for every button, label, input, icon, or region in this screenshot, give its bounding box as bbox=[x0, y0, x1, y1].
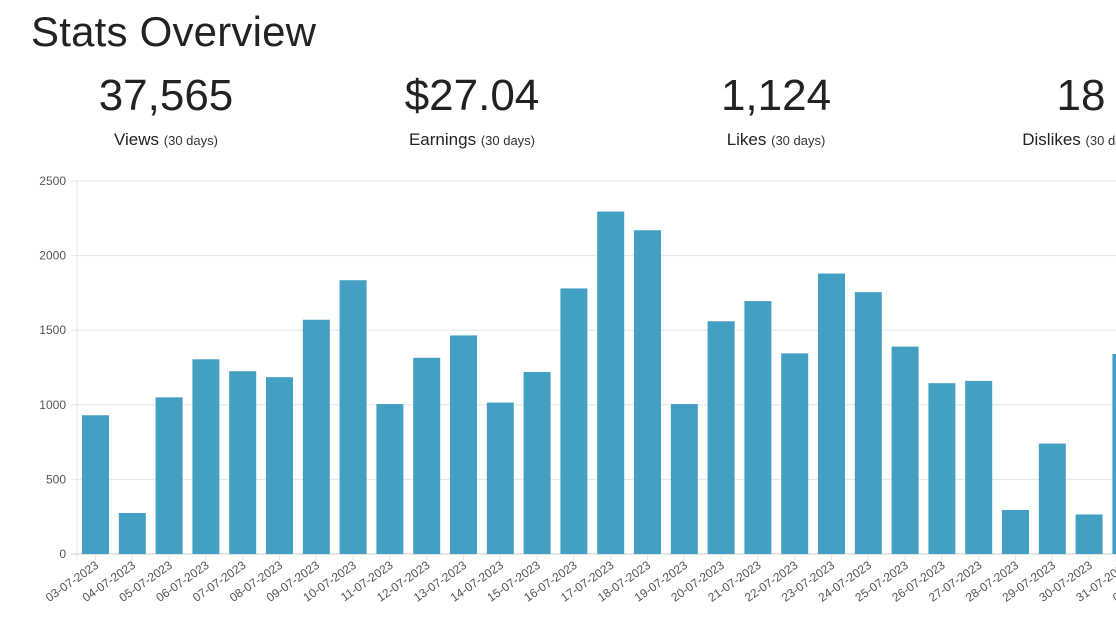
bar bbox=[854, 292, 882, 554]
y-tick-label: 2000 bbox=[39, 249, 66, 263]
stat-dislikes-value: 18 bbox=[1056, 71, 1106, 120]
bar bbox=[891, 346, 919, 554]
bar bbox=[818, 273, 845, 554]
bar bbox=[302, 319, 330, 554]
chart-y-axis: 0 500 1000 1500 2000 2500 bbox=[39, 174, 66, 561]
bar bbox=[781, 353, 809, 554]
y-tick-label: 500 bbox=[46, 472, 66, 486]
bar bbox=[450, 335, 477, 554]
bar bbox=[1075, 514, 1103, 554]
y-tick-label: 2500 bbox=[39, 174, 66, 188]
stat-earnings-label: Earnings (30 days) bbox=[408, 130, 536, 149]
bar bbox=[1038, 443, 1066, 554]
bar bbox=[376, 404, 404, 554]
bar bbox=[965, 380, 993, 554]
bar bbox=[707, 321, 735, 554]
bar bbox=[523, 371, 551, 554]
bar bbox=[192, 359, 220, 554]
stat-likes-label: Likes (30 days) bbox=[726, 130, 826, 149]
stat-likes-period: (30 days) bbox=[771, 133, 826, 148]
y-tick-label: 1500 bbox=[39, 323, 66, 337]
stat-likes: 1,124 Likes (30 days) bbox=[646, 68, 906, 150]
bar bbox=[597, 211, 625, 554]
page-title: Stats Overview bbox=[31, 8, 317, 55]
stat-views-label: Views (30 days) bbox=[114, 130, 218, 149]
stat-dislikes: 18 Dislikes (30 days) bbox=[951, 68, 1116, 150]
bar bbox=[155, 397, 183, 554]
stat-earnings-value: $27.04 bbox=[404, 71, 540, 120]
bar bbox=[339, 280, 367, 554]
y-tick-label: 1000 bbox=[39, 398, 66, 412]
stat-views: 37,565 Views (30 days) bbox=[36, 68, 296, 150]
stat-earnings-period: (30 days) bbox=[480, 133, 536, 148]
stat-dislikes-label: Dislikes (30 days) bbox=[951, 130, 1116, 150]
bar bbox=[413, 357, 441, 554]
bar bbox=[118, 512, 146, 554]
bar bbox=[634, 230, 661, 554]
chart-x-axis: 03-07-202304-07-202305-07-202306-07-2023… bbox=[43, 558, 1116, 605]
stat-likes-value: 1,124 bbox=[720, 71, 832, 120]
bar bbox=[266, 377, 293, 554]
bar bbox=[82, 415, 109, 554]
bar bbox=[928, 383, 956, 554]
bar bbox=[560, 288, 588, 554]
chart-grid bbox=[71, 180, 1116, 560]
bar bbox=[486, 402, 514, 554]
bar bbox=[229, 371, 257, 554]
bar bbox=[1112, 354, 1116, 554]
y-tick-label: 0 bbox=[59, 547, 66, 561]
stat-dislikes-period: (30 days) bbox=[1085, 133, 1116, 148]
chart-bars bbox=[82, 211, 1116, 554]
bar bbox=[670, 404, 698, 554]
bar bbox=[1002, 509, 1029, 554]
stat-views-period: (30 days) bbox=[163, 133, 218, 148]
bar bbox=[744, 301, 772, 554]
stat-earnings: $27.04 Earnings (30 days) bbox=[342, 68, 602, 150]
stat-views-value: 37,565 bbox=[98, 71, 234, 120]
